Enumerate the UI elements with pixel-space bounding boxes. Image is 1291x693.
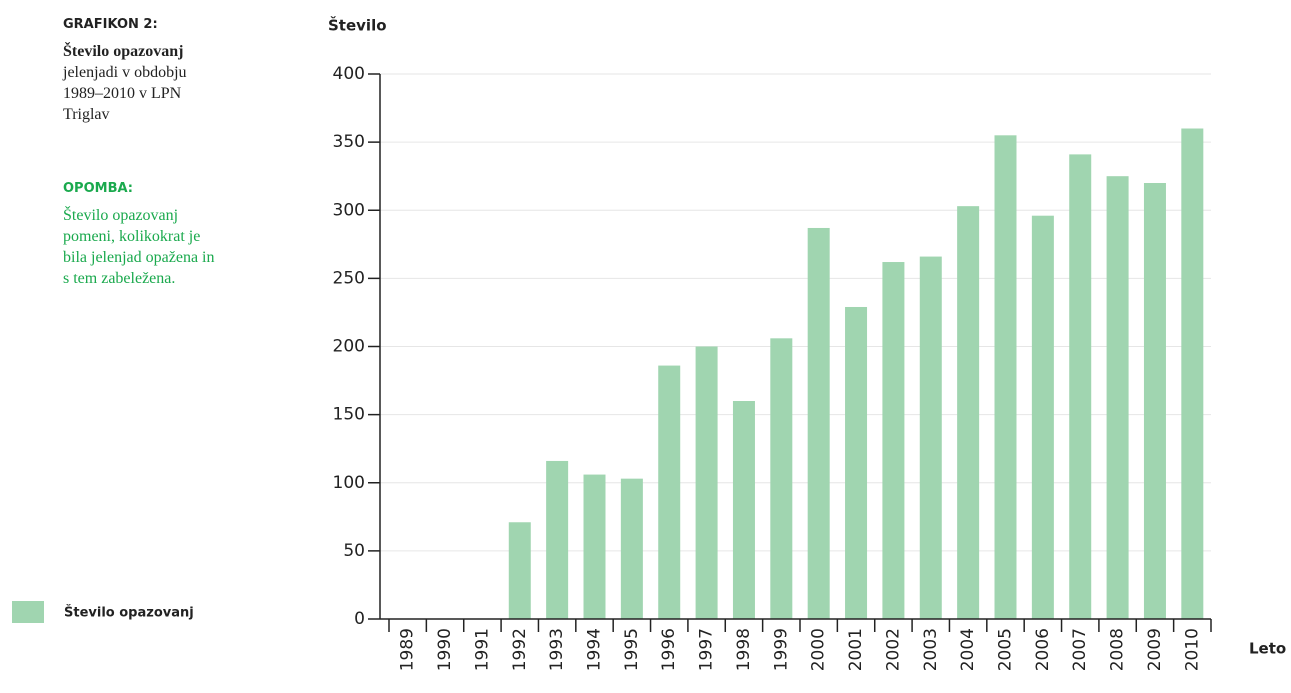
x-tick-label: 2002 xyxy=(883,628,903,671)
y-tick-label: 200 xyxy=(333,337,365,357)
y-tick-label: 50 xyxy=(343,541,365,561)
legend-swatch xyxy=(12,601,44,623)
bar xyxy=(620,478,643,619)
bar xyxy=(1106,176,1129,619)
note-text: Število opazovanj pomeni, kolikokrat je … xyxy=(63,207,215,287)
x-tick-label: 2006 xyxy=(1033,628,1053,671)
y-tick-label: 0 xyxy=(354,609,365,629)
bar xyxy=(919,256,942,619)
y-tick-label: 250 xyxy=(333,268,365,288)
x-tick-label: 2010 xyxy=(1182,628,1202,671)
caption: Število opazovanj jelenjadi v obdobju 198… xyxy=(63,41,228,125)
y-tick-label: 150 xyxy=(333,405,365,425)
bar xyxy=(1181,128,1204,619)
y-tick-label: 350 xyxy=(333,132,365,152)
y-axis-label: Število xyxy=(328,16,387,35)
bar xyxy=(807,227,830,619)
x-tick-label: 2000 xyxy=(809,628,829,671)
x-tick-label: 1991 xyxy=(472,628,492,671)
x-tick-label: 2003 xyxy=(921,628,941,671)
y-tick-label: 400 xyxy=(333,64,365,84)
bar xyxy=(695,346,718,619)
bar xyxy=(508,522,531,619)
caption-text: jelenjadi v obdobju 1989–2010 v LPN Trig… xyxy=(63,64,187,123)
bar xyxy=(1031,215,1054,619)
legend-label: Število opazovanj xyxy=(64,605,194,621)
caption-label: GRAFIKON 2: xyxy=(63,17,158,32)
x-tick-label: 2005 xyxy=(996,628,1016,671)
bar xyxy=(845,306,868,619)
caption-title: Število opazovanj xyxy=(63,43,184,60)
x-axis-label: Leto xyxy=(1249,640,1286,658)
x-tick-label: 1993 xyxy=(547,628,567,671)
bar xyxy=(658,365,681,619)
x-tick-label: 2001 xyxy=(846,628,866,671)
bar xyxy=(1143,183,1166,619)
bar xyxy=(994,135,1017,619)
x-tick-label: 1998 xyxy=(734,628,754,671)
bar xyxy=(882,262,905,619)
bar xyxy=(1069,154,1092,619)
x-tick-label: 2004 xyxy=(958,628,978,671)
x-tick-label: 1989 xyxy=(398,628,418,671)
x-tick-label: 1990 xyxy=(435,628,455,671)
note-label: OPOMBA: xyxy=(63,181,133,196)
bar xyxy=(732,401,755,619)
x-tick-label: 2008 xyxy=(1108,628,1128,671)
x-tick-label: 1995 xyxy=(622,628,642,671)
y-tick-label: 100 xyxy=(333,473,365,493)
bar xyxy=(770,338,793,619)
x-tick-label: 1994 xyxy=(585,628,605,671)
bar xyxy=(583,474,606,619)
x-tick-label: 2007 xyxy=(1070,628,1090,671)
bar xyxy=(957,206,980,619)
x-tick-label: 1996 xyxy=(659,628,679,671)
x-tick-label: 1999 xyxy=(771,628,791,671)
bar xyxy=(546,460,569,619)
x-tick-label: 1992 xyxy=(510,628,530,671)
x-tick-label: 2009 xyxy=(1145,628,1165,671)
y-tick-label: 300 xyxy=(333,200,365,220)
x-tick-label: 1997 xyxy=(697,628,717,671)
